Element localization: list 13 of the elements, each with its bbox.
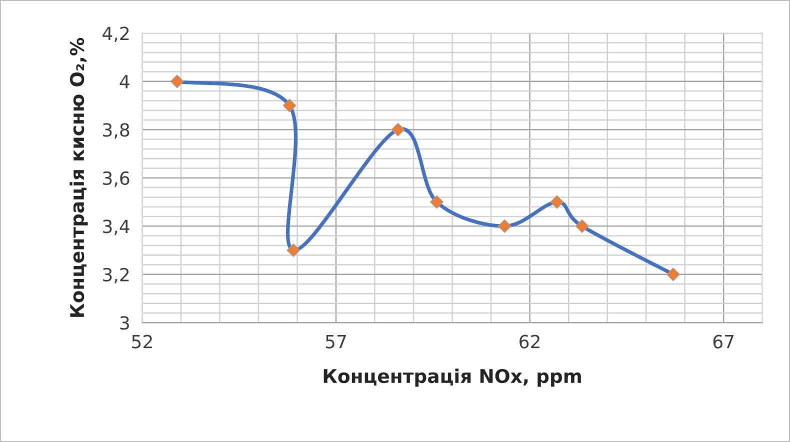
y-axis-title: Концентрація кисню O₂,% [70,38,88,317]
y-tick-label: 3,4 [103,220,130,236]
y-tick-label: 3,2 [103,268,129,284]
y-tick-label: 3,6 [103,171,130,187]
y-tick-label: 3,8 [103,123,130,139]
x-axis-title: Концентрація NOx, ppm [324,368,581,387]
y-tick-label: 4,2 [102,26,129,42]
y-tick-label: 4 [120,75,130,88]
x-tick-label: 67 [713,334,734,348]
x-tick-label: 52 [132,334,152,348]
x-tick-label: 57 [326,335,346,348]
y-tick-label: 3 [120,316,129,330]
x-tick-label: 62 [520,334,540,348]
